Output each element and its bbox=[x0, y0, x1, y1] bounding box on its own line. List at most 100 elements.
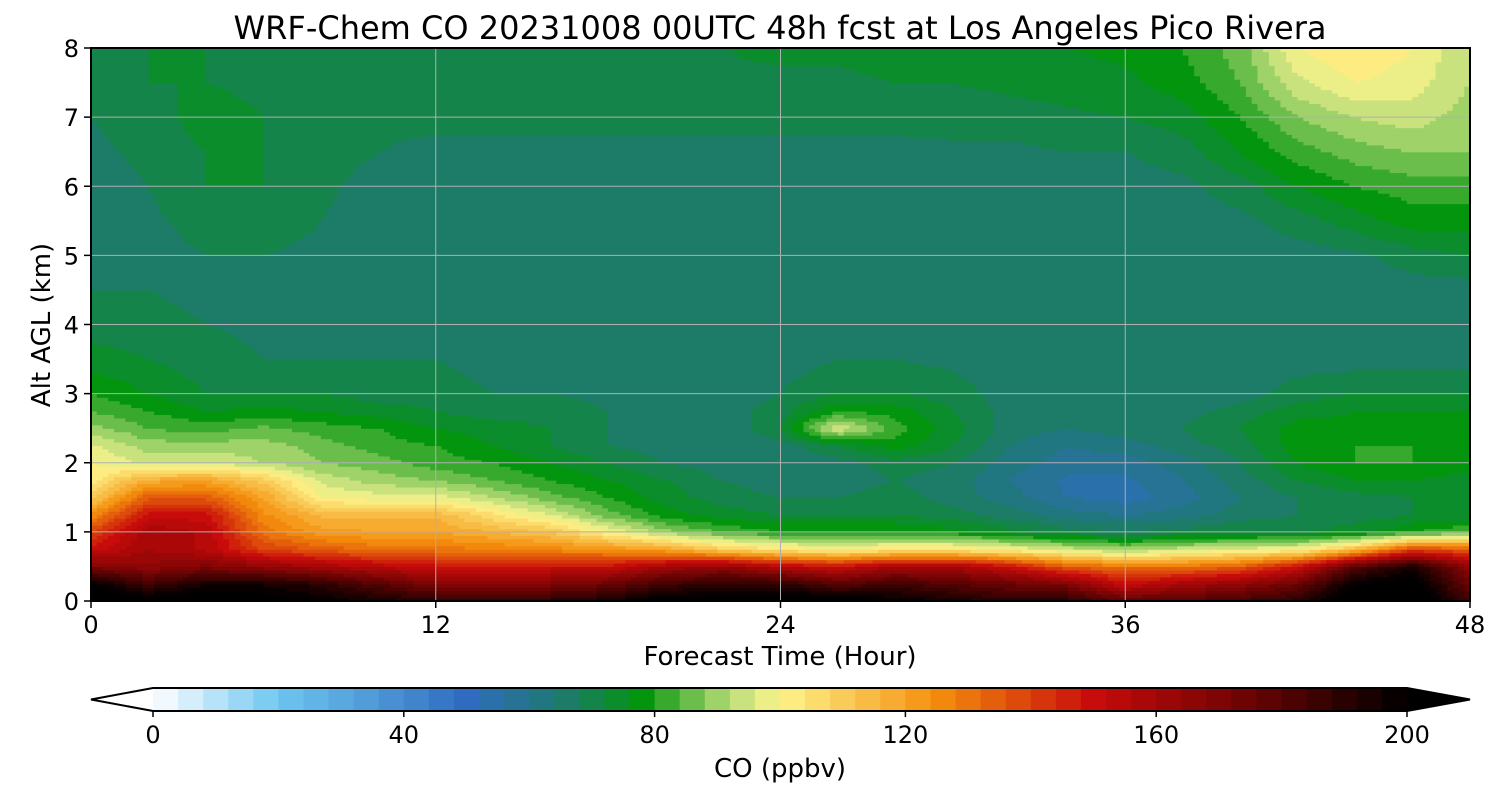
contour-cell bbox=[171, 224, 316, 229]
colorbar-segment bbox=[1030, 688, 1057, 711]
contour-cell bbox=[510, 448, 569, 453]
contour-cell bbox=[757, 431, 787, 436]
contour-cell bbox=[1274, 96, 1299, 101]
contour-cell bbox=[648, 511, 690, 516]
contour-cell bbox=[263, 144, 391, 149]
contour-cell bbox=[809, 369, 954, 374]
contour-cell bbox=[205, 79, 891, 84]
contour-cell bbox=[901, 476, 977, 481]
contour-cell bbox=[1062, 576, 1080, 581]
contour-cell bbox=[1360, 542, 1373, 547]
contour-cell bbox=[757, 569, 793, 574]
contour-cell bbox=[1441, 58, 1470, 63]
contour-cell bbox=[159, 203, 333, 208]
contour-cell bbox=[315, 224, 1270, 229]
contour-cell bbox=[1245, 566, 1264, 571]
contour-cell bbox=[1263, 189, 1310, 194]
contour-cell bbox=[544, 424, 609, 429]
contour-cell bbox=[791, 424, 805, 429]
contour-cell bbox=[182, 238, 299, 243]
contour-cell bbox=[286, 493, 299, 498]
contour-cell bbox=[159, 210, 328, 215]
contour-cell bbox=[125, 158, 207, 163]
colorbar-tick-label: 0 bbox=[145, 721, 160, 749]
contour-cell bbox=[1090, 448, 1172, 453]
contour-cell bbox=[1211, 124, 1247, 129]
contour-cell bbox=[958, 587, 1006, 592]
contour-cell bbox=[682, 518, 747, 523]
contour-cell bbox=[1424, 587, 1437, 592]
contour-cell bbox=[91, 528, 98, 533]
contour-cell bbox=[1222, 480, 1264, 485]
contour-cell bbox=[1257, 535, 1333, 540]
contour-cell bbox=[1297, 542, 1322, 547]
contour-cell bbox=[315, 455, 391, 460]
contour-cell bbox=[1458, 562, 1465, 568]
contour-cell bbox=[1401, 493, 1470, 498]
contour-cell bbox=[188, 130, 264, 136]
contour-cell bbox=[1366, 518, 1470, 523]
contour-cell bbox=[274, 486, 287, 491]
contour-cell bbox=[326, 559, 374, 564]
contour-cell bbox=[1441, 594, 1448, 599]
contour-cell bbox=[91, 338, 241, 343]
contour-cell bbox=[257, 524, 270, 530]
contour-cell bbox=[1424, 476, 1470, 481]
contour-cell bbox=[1309, 79, 1356, 84]
contour-cell bbox=[567, 511, 592, 516]
contour-cell bbox=[1320, 124, 1396, 129]
contour-cell bbox=[797, 580, 822, 585]
contour-cell bbox=[177, 110, 259, 115]
contour-cell bbox=[1280, 103, 1322, 108]
contour-cell bbox=[1464, 89, 1470, 94]
contour-cell bbox=[579, 535, 603, 540]
contour-cell bbox=[1268, 92, 1293, 97]
contour-cell bbox=[1452, 552, 1470, 557]
contour-cell bbox=[1171, 531, 1322, 536]
contour-cell bbox=[602, 459, 661, 464]
contour-cell bbox=[1257, 414, 1333, 419]
contour-cell bbox=[1228, 452, 1264, 457]
contour-cell bbox=[682, 580, 799, 585]
contour-cell bbox=[108, 397, 167, 402]
contour-cell bbox=[1280, 127, 1327, 132]
contour-cell bbox=[1314, 168, 1391, 174]
contour-cell bbox=[533, 514, 563, 519]
contour-cell bbox=[263, 538, 293, 543]
contour-cell bbox=[1355, 459, 1414, 464]
contour-cell bbox=[1435, 566, 1442, 571]
contour-cell bbox=[1286, 473, 1339, 478]
contour-cell bbox=[343, 179, 1195, 184]
contour-cell bbox=[131, 403, 190, 409]
contour-cell bbox=[504, 542, 575, 547]
contour-cell bbox=[257, 348, 1470, 353]
contour-cell bbox=[1245, 466, 1276, 471]
contour-cell bbox=[263, 507, 282, 512]
contour-cell bbox=[200, 383, 483, 388]
contour-cell bbox=[1194, 569, 1241, 574]
contour-cell bbox=[1435, 72, 1470, 77]
contour-cell bbox=[148, 68, 207, 73]
contour-cell bbox=[1280, 428, 1470, 433]
contour-cell bbox=[1320, 559, 1327, 564]
contour-cell bbox=[171, 300, 1470, 305]
contour-cell bbox=[102, 476, 115, 481]
contour-cell bbox=[1263, 82, 1287, 87]
contour-cell bbox=[883, 428, 908, 433]
contour-cell bbox=[96, 528, 109, 533]
contour-cell bbox=[677, 531, 713, 536]
contour-cell bbox=[1452, 569, 1465, 574]
contour-cell bbox=[1228, 61, 1253, 66]
contour-cell bbox=[200, 317, 1470, 322]
contour-cell bbox=[1343, 556, 1356, 561]
contour-cell bbox=[297, 238, 1304, 243]
contour-cell bbox=[91, 566, 104, 571]
contour-cell bbox=[1010, 504, 1057, 509]
contour-cell bbox=[113, 483, 127, 488]
contour-cell bbox=[533, 473, 592, 478]
contour-cell bbox=[280, 483, 293, 488]
contour-cell bbox=[791, 442, 822, 447]
colorbar-segment bbox=[303, 688, 330, 711]
contour-cell bbox=[1113, 583, 1144, 588]
contour-cell bbox=[981, 521, 1040, 526]
